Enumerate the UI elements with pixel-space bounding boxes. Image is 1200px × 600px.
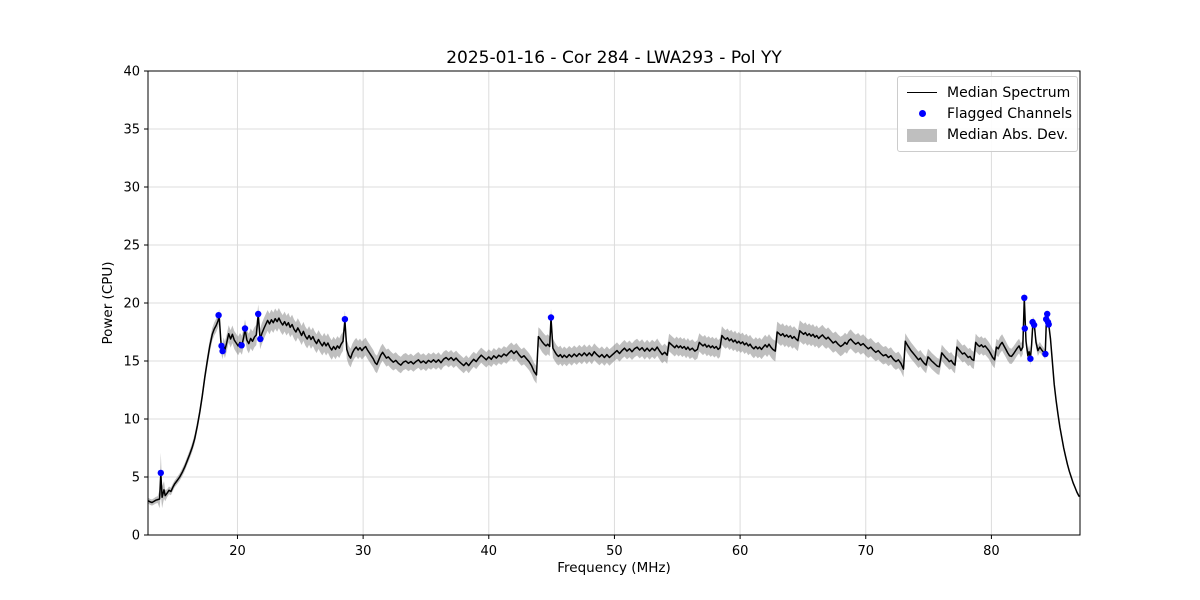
y-tick-label: 20 [123, 297, 140, 312]
legend-label-flagged-channels: Flagged Channels [947, 105, 1073, 122]
median-spectrum-line [147, 297, 1081, 504]
legend-label-median-spectrum: Median Spectrum [947, 84, 1071, 101]
x-tick-label: 30 [355, 544, 372, 559]
legend: Median Spectrum Flagged Channels Median … [897, 76, 1078, 152]
y-tick-label: 0 [132, 529, 140, 544]
y-tick-label: 30 [123, 181, 140, 196]
y-tick-label: 40 [123, 65, 140, 80]
legend-marker-swatch [907, 110, 937, 118]
x-tick-label: 50 [606, 544, 623, 559]
flagged-channel-marker [1042, 350, 1049, 358]
legend-line-swatch [907, 92, 937, 94]
legend-item-flagged-channels: Flagged Channels [907, 103, 1072, 124]
plot-title: 2025-01-16 - Cor 284 - LWA293 - Pol YY [446, 48, 782, 68]
x-axis-ticks: 20 30 40 50 60 70 80 [229, 535, 1000, 559]
x-tick-label: 70 [857, 544, 874, 559]
legend-label-median-abs-dev: Median Abs. Dev. [947, 127, 1069, 144]
flagged-channel-marker [215, 312, 222, 319]
legend-item-median-abs-dev: Median Abs. Dev. [907, 125, 1068, 146]
flagged-channel-marker [547, 314, 555, 321]
flagged-channel-marker [1027, 355, 1034, 362]
flagged-channel-marker [1021, 325, 1028, 332]
flagged-channel-marker [157, 469, 164, 477]
flagged-channel-dot-icon [918, 110, 926, 118]
flagged-channel-marker [1030, 321, 1038, 329]
grid-lines [148, 70, 1080, 536]
flagged-channel-marker [1021, 294, 1028, 301]
x-tick-label: 60 [732, 544, 749, 559]
mad-band [148, 291, 1080, 509]
flagged-channel-marker [238, 342, 245, 349]
legend-item-median-spectrum: Median Spectrum [907, 82, 1071, 103]
flagged-channel-marker [1044, 310, 1051, 318]
flagged-channel-marker [257, 335, 264, 343]
x-axis-label: Frequency (MHz) [557, 560, 671, 576]
x-tick-label: 40 [481, 544, 498, 559]
y-axis-ticks: 0 5 10 15 20 25 30 35 40 [123, 65, 148, 544]
x-tick-label: 80 [983, 544, 1000, 559]
y-tick-label: 10 [123, 413, 140, 428]
y-axis-label: Power (CPU) [100, 261, 116, 345]
flagged-channel-marker [219, 347, 226, 355]
flagged-channel-marker [255, 310, 262, 318]
flagged-channel-marker [341, 316, 349, 323]
flagged-channels [157, 294, 1052, 477]
flagged-channel-marker [1045, 321, 1052, 328]
y-tick-label: 35 [123, 123, 140, 138]
flagged-channel-marker [218, 342, 225, 350]
y-tick-label: 15 [123, 355, 140, 370]
y-tick-label: 5 [132, 471, 140, 486]
y-tick-label: 25 [123, 239, 140, 254]
legend-patch-swatch [907, 128, 937, 142]
flagged-channel-marker [241, 325, 249, 332]
x-tick-label: 20 [229, 544, 246, 559]
